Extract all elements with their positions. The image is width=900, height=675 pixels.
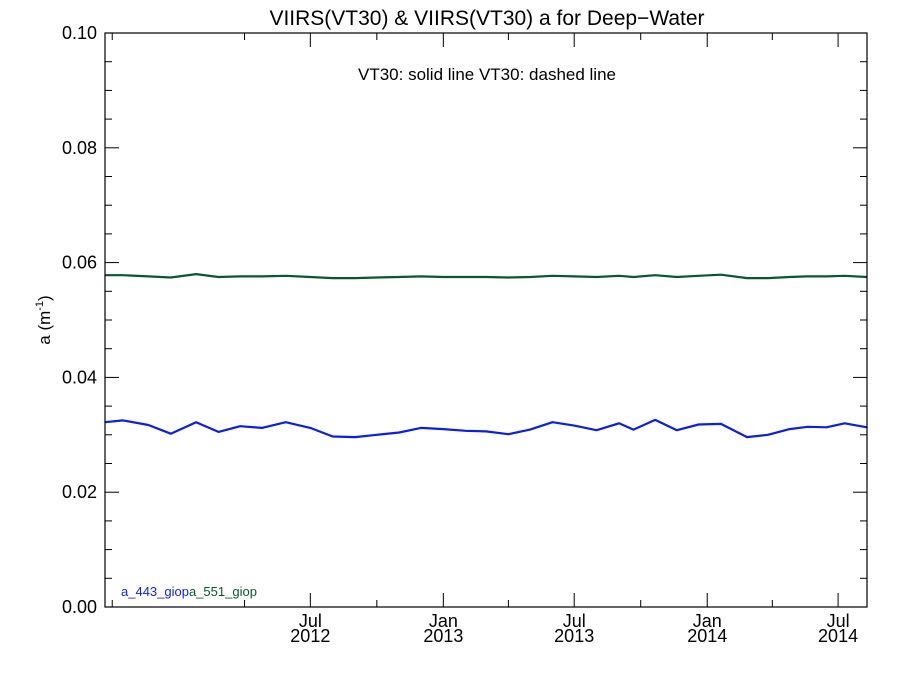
x-tick-label-year: 2012 xyxy=(290,626,330,646)
x-tick-label-year: 2013 xyxy=(423,626,463,646)
x-tick-label-year: 2013 xyxy=(554,626,594,646)
x-tick-label-month: Jan xyxy=(429,611,458,631)
chart-title: VIIRS(VT30) & VIIRS(VT30) a for Deep−Wat… xyxy=(269,7,704,30)
x-tick-label-month: Jul xyxy=(827,611,850,631)
plot-frame xyxy=(104,32,868,608)
y-axis-label-main: a (m xyxy=(35,311,54,345)
line-style-note: VT30: solid line VT30: dashed line xyxy=(358,65,616,84)
y-tick-label: 0.04 xyxy=(62,367,97,387)
x-tick-label-month: Jul xyxy=(563,611,586,631)
y-tick-label: 0.10 xyxy=(62,23,97,43)
legend-item-a_443_giop: a_443_giop xyxy=(121,584,189,599)
y-tick-label: 0.08 xyxy=(62,138,97,158)
y-tick-label: 0.06 xyxy=(62,253,97,273)
x-tick-label-year: 2014 xyxy=(818,626,858,646)
legend-item-a_551_giop: a_551_giop xyxy=(189,584,257,599)
y-axis-label-exponent: -1 xyxy=(34,301,46,311)
y-axis-label: a (m-1) xyxy=(34,295,54,344)
axes-group: 0.000.020.040.060.080.10Jul2012Jan2013Ju… xyxy=(62,23,867,646)
y-axis-label-close: ) xyxy=(35,295,54,301)
y-tick-label: 0.00 xyxy=(62,597,97,617)
x-tick-label-year: 2014 xyxy=(687,626,727,646)
x-tick-label-month: Jan xyxy=(693,611,722,631)
series-group xyxy=(104,273,868,439)
y-tick-label: 0.02 xyxy=(62,482,97,502)
series-line-a_443_giop xyxy=(104,418,868,439)
svg-text:a (m-1): a (m-1) xyxy=(34,295,54,344)
x-tick-label-month: Jul xyxy=(299,611,322,631)
legend: a_443_giop a_551_giop xyxy=(121,584,257,599)
series-line-a_551_giop xyxy=(105,273,868,280)
